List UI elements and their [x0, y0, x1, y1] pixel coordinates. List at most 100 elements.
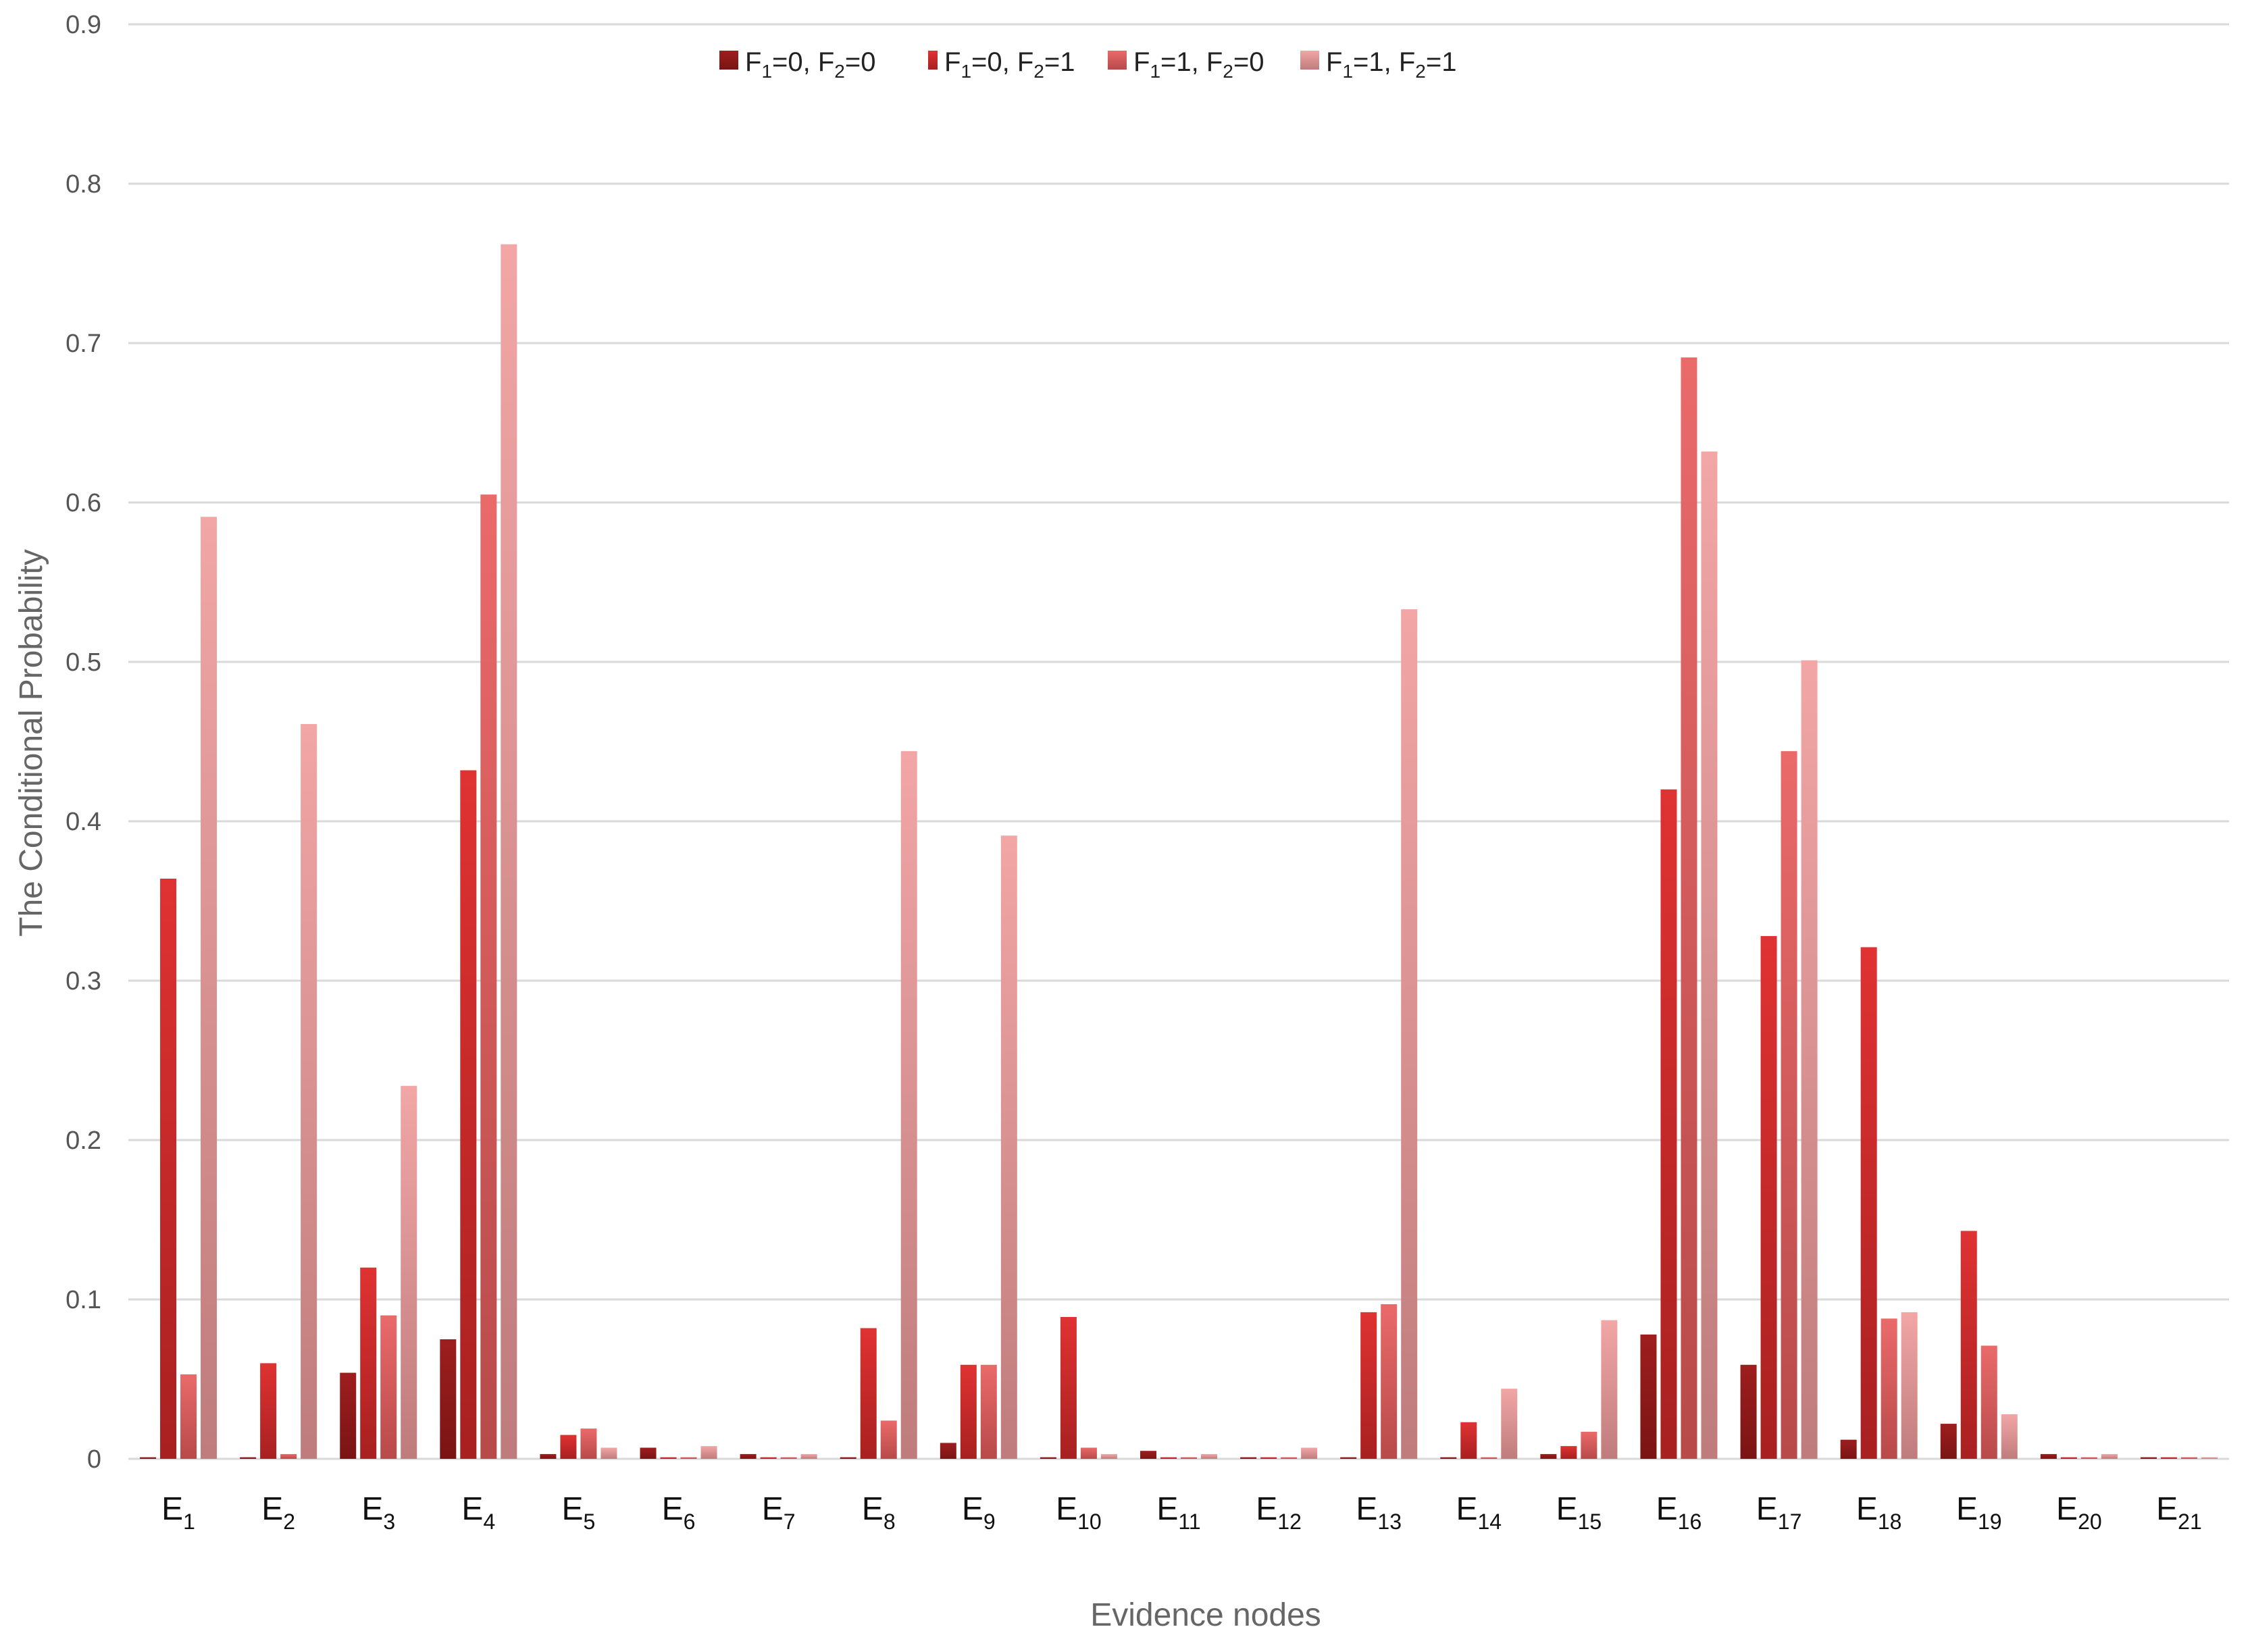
x-tick-label: E1	[161, 1491, 195, 1534]
bar-series-2-E9	[960, 1364, 977, 1459]
bar-series-4-E18	[1901, 1312, 1918, 1459]
y-tick-label: 0.8	[66, 170, 101, 199]
bar-series-3-E10	[1080, 1447, 1097, 1459]
bar-series-1-E6	[640, 1447, 657, 1459]
bar-series-2-E4	[460, 770, 477, 1459]
legend-label: F1=1, F2=1	[1326, 47, 1456, 82]
x-axis-title: Evidence nodes	[1090, 1597, 1321, 1633]
legend-label: F1=0, F2=1	[944, 47, 1075, 82]
x-tick-label: E21	[2156, 1491, 2202, 1534]
x-tick-label: E19	[1956, 1491, 2002, 1534]
x-tick-label: E5	[562, 1491, 596, 1534]
bar-series-3-E4	[480, 494, 497, 1460]
bar-series-1-E16	[1640, 1334, 1657, 1459]
x-tick-label: E14	[1456, 1491, 1502, 1534]
x-tick-label: E2	[261, 1491, 295, 1534]
bar-series-4-E8	[900, 751, 917, 1459]
bar-series-4-E20	[2101, 1453, 2118, 1459]
x-tick-label: E7	[762, 1491, 796, 1534]
bar-series-2-E8	[860, 1328, 877, 1459]
bar-series-2-E13	[1360, 1312, 1377, 1459]
legend-label: F1=0, F2=0	[745, 47, 875, 82]
bar-series-1-E3	[340, 1372, 357, 1459]
bar-series-1-E11	[1140, 1451, 1156, 1459]
bar-series-3-E8	[880, 1420, 897, 1459]
x-tick-label: E6	[662, 1491, 696, 1534]
bar-series-2-E18	[1860, 947, 1877, 1459]
bar-series-3-E20	[2080, 1457, 2097, 1459]
x-tick-label: E12	[1256, 1491, 1302, 1534]
bar-series-4-E2	[301, 724, 317, 1459]
bar-series-4-E16	[1701, 451, 1718, 1459]
bar-series-4-E13	[1401, 609, 1418, 1459]
y-tick-label: 0.5	[66, 648, 101, 677]
bar-series-1-E20	[2040, 1453, 2057, 1459]
bar-series-3-E7	[780, 1457, 797, 1459]
bar-series-3-E18	[1881, 1318, 1897, 1459]
bar-series-4-E17	[1801, 660, 1818, 1459]
bar-series-4-E4	[501, 244, 517, 1460]
bar-series-3-E14	[1481, 1457, 1498, 1459]
bar-series-3-E13	[1381, 1304, 1398, 1459]
bar-series-2-E19	[1960, 1231, 1977, 1459]
bar-series-2-E2	[260, 1363, 277, 1459]
x-tick-label: E13	[1356, 1491, 1402, 1534]
legend-item-4: F1=1, F2=1	[1300, 47, 1456, 82]
bar-series-1-E7	[740, 1453, 757, 1459]
bar-series-4-E15	[1601, 1320, 1618, 1459]
bar-series-4-E3	[401, 1085, 417, 1459]
bar-series-4-E19	[2001, 1414, 2018, 1459]
bar-series-3-E19	[1980, 1345, 1997, 1459]
y-tick-label: 0.1	[66, 1286, 101, 1314]
bar-series-2-E11	[1160, 1457, 1177, 1459]
bar-series-3-E15	[1581, 1431, 1597, 1459]
bar-series-2-E7	[760, 1457, 777, 1459]
y-tick-label: 0.2	[66, 1127, 101, 1155]
bar-series-2-E15	[1560, 1446, 1577, 1459]
bar-series-2-E3	[360, 1267, 377, 1459]
bar-series-4-E11	[1201, 1453, 1217, 1459]
x-tick-label: E20	[2056, 1491, 2102, 1534]
y-tick-label: 0	[87, 1445, 101, 1474]
legend-swatch	[719, 51, 738, 70]
bar-series-4-E14	[1501, 1389, 1518, 1459]
legend-item-2: F1=0, F2=1	[928, 47, 1075, 82]
bar-series-3-E5	[580, 1428, 597, 1459]
x-tick-label: E16	[1656, 1491, 1702, 1534]
bar-series-2-E14	[1460, 1422, 1477, 1459]
bar-series-3-E21	[2180, 1457, 2197, 1459]
bar-series-1-E13	[1340, 1457, 1357, 1459]
legend: F1=0, F2=0 F1=0, F2=1 F1=1, F2=0 F1=1, F2=1	[719, 47, 1456, 82]
bar-series-1-E15	[1540, 1453, 1557, 1459]
bar-series-1-E8	[840, 1457, 856, 1459]
bar-series-2-E6	[660, 1457, 677, 1459]
bar-series-2-E17	[1760, 935, 1777, 1459]
legend-swatch	[928, 51, 938, 70]
bar-series-2-E1	[160, 878, 177, 1459]
bar-series-1-E10	[1040, 1457, 1056, 1459]
y-axis-title: The Conditional Probability	[14, 549, 49, 937]
bar-series-3-E16	[1681, 357, 1697, 1459]
x-tick-label: E3	[361, 1491, 395, 1534]
bar-series-1-E21	[2140, 1457, 2157, 1459]
bar-series-1-E14	[1440, 1457, 1457, 1459]
bar-series-3-E3	[380, 1315, 397, 1459]
bars	[140, 244, 2218, 1460]
bar-series-4-E6	[700, 1446, 717, 1459]
bar-series-2-E10	[1060, 1316, 1077, 1459]
bar-series-2-E5	[560, 1435, 577, 1459]
legend-item-1: F1=0, F2=0	[719, 47, 875, 82]
bar-series-3-E12	[1281, 1457, 1298, 1459]
legend-label: F1=1, F2=0	[1133, 47, 1264, 82]
y-tick-label: 0.9	[66, 11, 101, 39]
bar-series-4-E9	[1000, 835, 1017, 1459]
bar-series-1-E18	[1840, 1439, 1857, 1459]
bar-series-1-E1	[140, 1457, 157, 1459]
x-axis-ticks: E1 E2 E3 E4 E5 E6 E7 E8 E9 E10 E11 E12 E13 E14 E15 E16 E…	[161, 1491, 2202, 1534]
bar-series-1-E17	[1740, 1364, 1757, 1459]
bar-series-3-E11	[1181, 1457, 1197, 1459]
y-tick-label: 0.4	[66, 808, 101, 836]
bar-series-1-E19	[1940, 1424, 1957, 1459]
x-tick-label: E4	[461, 1491, 495, 1534]
